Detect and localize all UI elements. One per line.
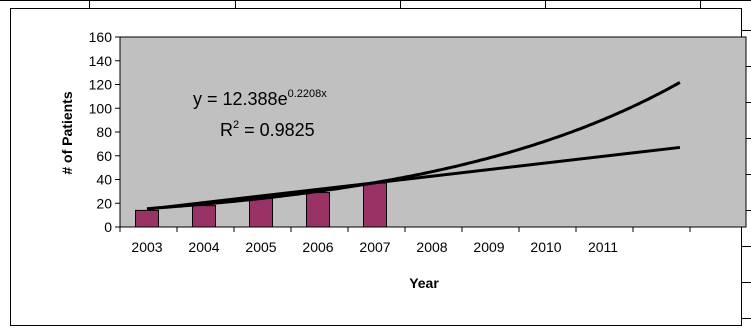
y-tick-label: 160: [89, 29, 113, 45]
x-tick-label: 2003: [131, 239, 162, 255]
x-tick-label: 2008: [416, 239, 447, 255]
y-axis-title: # of Patients: [59, 91, 75, 174]
y-tick-label: 40: [96, 172, 112, 188]
r-squared-label: R2 = 0.9825: [220, 119, 315, 140]
y-axis: 0 20 40 60 80 100 120 140 160: [89, 29, 120, 235]
bar-2004: [192, 205, 216, 228]
bars-group: [135, 182, 387, 228]
r-squared-value: = 0.9825: [239, 120, 315, 140]
x-tick-label: 2011: [588, 239, 618, 255]
y-tick-label: 100: [89, 100, 113, 116]
x-tick-label: 2009: [473, 239, 504, 255]
y-tick-label: 120: [89, 77, 113, 93]
linear-trendline: [146, 145, 681, 211]
bar-2005: [249, 198, 273, 228]
x-tick-label: 2007: [359, 239, 390, 255]
equation-exponent: 0.2208x: [288, 88, 328, 100]
x-tick-label: 2005: [245, 239, 276, 255]
y-tick-label: 140: [89, 53, 113, 69]
bar-2007: [363, 182, 387, 228]
trendline-equation: y = 12.388e0.2208x: [193, 88, 327, 109]
x-tick-label: 2004: [188, 239, 219, 255]
exponential-trendline: [146, 81, 681, 211]
trendlines-group: [146, 81, 681, 211]
plot-area: [119, 36, 747, 228]
bar-2003: [135, 209, 159, 228]
r-squared-superscript: 2: [233, 119, 239, 131]
y-tick-label: 20: [96, 195, 112, 211]
r-squared-base: R: [220, 120, 233, 140]
y-tick-label: 0: [104, 219, 112, 235]
x-tick-label: 2006: [302, 239, 333, 255]
y-tick-label: 80: [96, 124, 112, 140]
bar-2006: [306, 192, 330, 228]
x-tick-label: 2010: [530, 239, 561, 255]
x-axis-title: Year: [409, 275, 439, 291]
x-axis: 2003 2004 2005 2006 2007 2008 2009 2010 2011: [119, 227, 691, 255]
y-tick-label: 60: [96, 148, 112, 164]
equation-base: y = 12.388e: [193, 89, 288, 109]
